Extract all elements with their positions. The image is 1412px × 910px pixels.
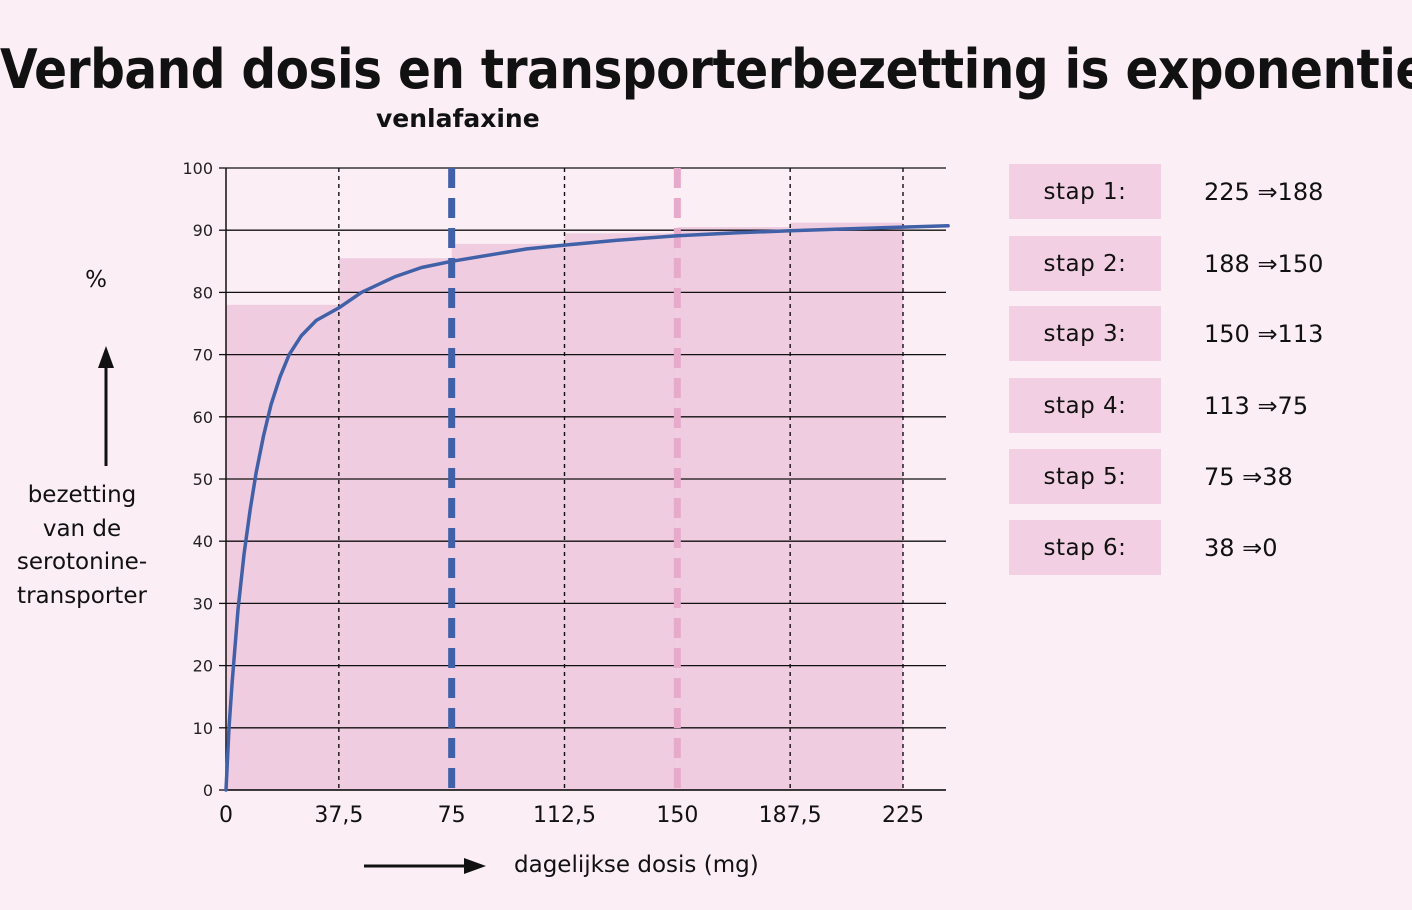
y-unit-label: %	[85, 267, 107, 293]
reference-lines	[448, 168, 681, 790]
y-tick-label-20: 20	[193, 657, 213, 676]
y-tick-label-50: 50	[193, 470, 213, 489]
occupancy-curve	[224, 224, 950, 792]
y-axis-label-4: transporter	[17, 583, 147, 609]
y-axis-label-3: serotonine-	[17, 549, 147, 575]
step-area-6	[790, 222, 903, 791]
step-value-5: 75 ⇒38	[1204, 462, 1293, 491]
y-tick-label-30: 30	[193, 594, 213, 613]
x-tick-label-112-5: 112,5	[533, 803, 596, 828]
y-tick-label-0: 0	[203, 781, 213, 800]
step-value-2: 188 ⇒150	[1204, 249, 1324, 278]
step-value-1: 225 ⇒188	[1204, 177, 1324, 206]
y-axis-label-2: van de	[43, 516, 121, 542]
y-axis-arrow	[98, 346, 114, 466]
y-tick-label-60: 60	[193, 408, 213, 427]
step-value-3: 150 ⇒113	[1204, 319, 1324, 348]
y-tick-label-70: 70	[193, 346, 213, 365]
axes	[225, 168, 946, 791]
occupancy-curve-line	[224, 224, 950, 792]
y-tick-label-10: 10	[193, 719, 213, 738]
step-label-1: stap 1:	[1009, 164, 1161, 219]
x-tick-label-150: 150	[656, 803, 698, 828]
x-tick-label-187-5: 187,5	[759, 803, 822, 828]
y-tick-labels: 0 10 20 30 40 50 60 70 80 90 100	[182, 159, 213, 800]
step-label-4: stap 4:	[1009, 378, 1161, 433]
step-value-6: 38 ⇒0	[1204, 533, 1278, 562]
y-axis-label-1: bezetting	[28, 482, 137, 508]
step-label-2: stap 2:	[1009, 236, 1161, 291]
chart-title: Verband dosis en transporterbezetting is…	[0, 38, 1412, 101]
y-tick-label-80: 80	[193, 283, 213, 302]
x-axis-label: dagelijkse dosis (mg)	[514, 852, 759, 878]
x-tick-label-75: 75	[438, 803, 466, 828]
step-areas	[226, 222, 903, 791]
x-tick-labels: 0 37,5 75 112,5 150 187,5 225	[219, 803, 924, 828]
step-area-5	[677, 227, 791, 791]
y-tick-label-90: 90	[193, 221, 213, 240]
x-tick-label-225: 225	[882, 803, 924, 828]
step-value-4: 113 ⇒75	[1204, 391, 1309, 420]
step-label-5: stap 5:	[1009, 449, 1161, 504]
step-label-6: stap 6:	[1009, 520, 1161, 575]
step-area-1	[226, 304, 339, 790]
step-area-2	[338, 258, 452, 790]
y-tick-label-40: 40	[193, 532, 213, 551]
x-axis-arrow	[364, 858, 486, 874]
y-tick-label-100: 100	[182, 159, 213, 178]
step-area-3	[451, 243, 565, 790]
x-tick-label-37-5: 37,5	[314, 803, 363, 828]
x-tick-label-0: 0	[219, 803, 233, 828]
step-label-3: stap 3:	[1009, 306, 1161, 361]
chart-subtitle: venlafaxine	[376, 104, 540, 133]
step-area-4	[564, 233, 678, 790]
